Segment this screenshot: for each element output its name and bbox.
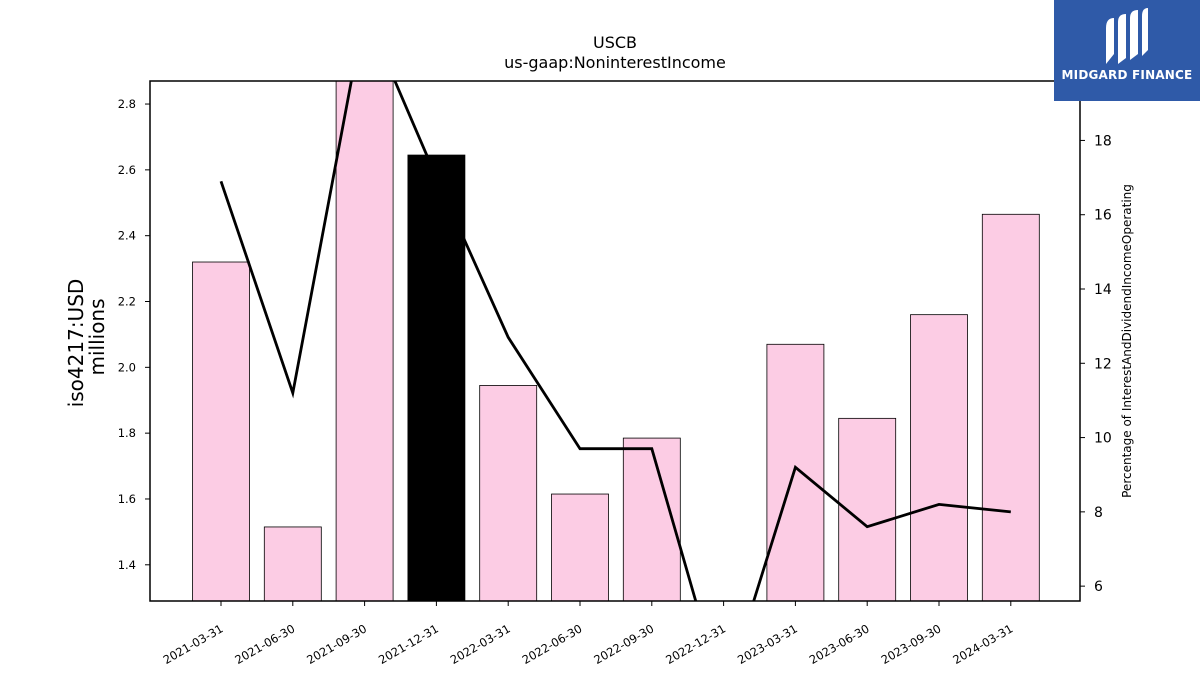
y2-tick-label: 10 [1094,431,1112,447]
y-axis-left: 1.4 1.6 1.8 2.0 2.2 2.4 2.6 2.8 [118,97,150,572]
x-tick-label: 2021-03-31 [161,621,226,667]
y-tick-label: 1.8 [118,426,136,440]
y2-tick-label: 14 [1094,282,1112,298]
x-tick-label: 2024-03-31 [950,621,1015,667]
chart-title: USCB [593,33,637,52]
x-axis: 2021-03-31 2021-06-30 2021-09-30 2021-12-31… [161,601,1015,667]
y2-tick-label: 18 [1094,133,1112,149]
chart-subtitle: us-gaap:NoninterestIncome [504,53,726,72]
x-tick-label: 2022-09-30 [591,621,656,667]
y2-tick-label: 12 [1094,356,1112,372]
logo-text: MIDGARD FINANCE [1061,68,1193,82]
y-axis-label-line2: millions [85,298,109,375]
bar-2022-03-31 [479,385,538,601]
x-tick-label: 2021-09-30 [304,621,369,667]
y-tick-label: 2.2 [118,295,136,309]
y-tick-label: 1.4 [118,558,136,572]
plot-frame [149,80,1081,602]
y-tick-label: 2.4 [118,229,136,243]
y-axis-label-line1: iso4217:USD [64,279,88,408]
bar-2021-06-30 [263,526,322,601]
logo-mark-icon [1106,8,1148,64]
x-tick-label: 2023-09-30 [879,621,944,667]
bar-2021-09-30 [335,81,394,601]
x-tick-label: 2022-06-30 [520,621,585,667]
y-tick-label: 2.8 [118,97,136,111]
x-tick-label: 2021-06-30 [232,621,297,667]
y-tick-label: 2.0 [118,360,136,374]
y-tick-label: 1.6 [118,492,136,506]
percentage-line [219,81,1011,601]
bar-2021-03-31 [192,261,250,601]
line-layer [219,81,1011,601]
y-tick-label: 2.6 [118,163,136,177]
y2-tick-label: 16 [1094,208,1112,224]
bar-2021-12-31 [407,154,466,601]
x-tick-label: 2023-06-30 [807,621,872,667]
x-tick-label: 2023-03-31 [735,621,800,667]
midgard-finance-logo: MIDGARD FINANCE [1054,0,1200,101]
bar-2024-03-31 [981,213,1040,601]
x-tick-label: 2022-03-31 [448,621,513,667]
x-tick-label: 2022-12-31 [663,621,728,667]
y-axis-right: 6 8 10 12 14 16 18 [1080,133,1112,595]
bar-2023-09-30 [910,314,968,601]
y2-tick-label: 6 [1094,579,1103,595]
bar-2022-06-30 [551,493,609,601]
bar-2023-03-31 [766,343,825,601]
y2-tick-label: 8 [1094,505,1103,521]
x-tick-label: 2021-12-31 [376,621,441,667]
y2-axis-label: Percentage of InterestAndDividendIncomeO… [1120,184,1134,498]
bar-series [192,81,1040,601]
